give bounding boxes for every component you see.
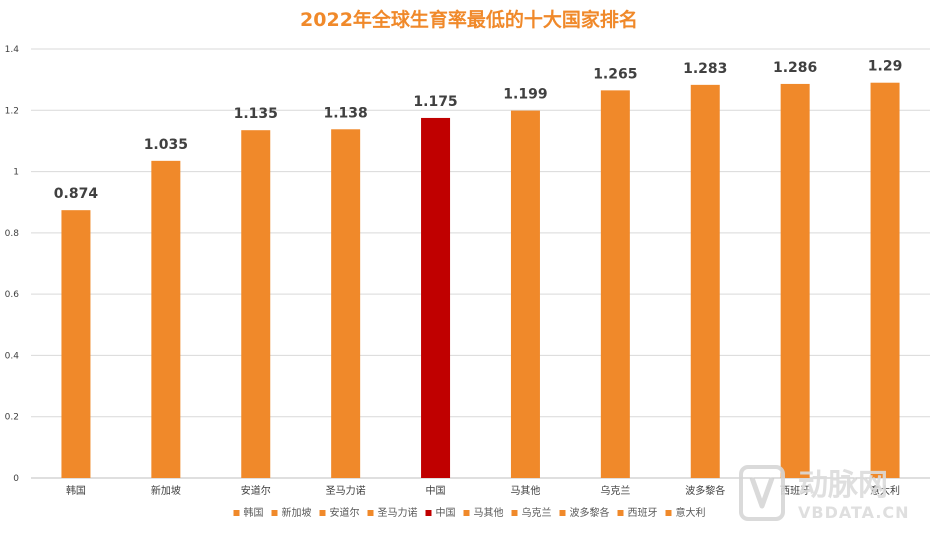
- bar: [331, 129, 361, 478]
- x-tick-label: 圣马力诺: [326, 484, 366, 497]
- x-tick-label: 马其他: [510, 484, 540, 497]
- data-label: 1.265: [593, 66, 637, 82]
- bar: [690, 84, 720, 478]
- legend-label: 西班牙: [628, 507, 658, 519]
- y-tick-label: 0.2: [5, 413, 19, 423]
- bar: [241, 130, 271, 479]
- chart-title: 2022年全球生育率最低的十大国家排名: [300, 8, 638, 31]
- legend-swatch: [425, 510, 432, 516]
- data-label: 1.135: [234, 106, 278, 122]
- x-tick-label: 波多黎各: [685, 484, 725, 497]
- legend-label: 意大利: [676, 506, 706, 519]
- legend-label: 韩国: [244, 506, 264, 519]
- legend-label: 波多黎各: [570, 506, 610, 519]
- bar: [600, 90, 630, 478]
- y-axis-ticks: 0 0.2 0.4 0.6 0.8 1 1.2 1.4: [5, 45, 20, 484]
- bar: [780, 83, 810, 478]
- legend-swatch: [233, 510, 240, 516]
- data-label: 1.035: [144, 137, 188, 153]
- legend-swatch: [665, 510, 672, 516]
- x-tick-label: 意大利: [870, 484, 900, 497]
- x-tick-label: 新加坡: [151, 484, 181, 497]
- x-tick-label: 安道尔: [241, 484, 271, 497]
- y-tick-label: 0.8: [5, 229, 20, 239]
- y-tick-label: 0: [13, 474, 19, 484]
- watermark: 动脉网 VBDATA.CN: [739, 465, 910, 522]
- gridlines: [31, 48, 930, 479]
- watermark-sub-text: VBDATA.CN: [798, 503, 910, 522]
- legend-swatch: [271, 510, 278, 516]
- data-label: 1.286: [773, 60, 817, 76]
- y-tick-label: 0.6: [5, 290, 20, 300]
- x-tick-label: 乌克兰: [600, 484, 630, 497]
- legend-swatch: [319, 510, 326, 516]
- y-tick-label: 1.4: [5, 45, 20, 55]
- legend-label: 马其他: [474, 506, 504, 519]
- legend-swatch: [511, 510, 518, 516]
- legend-swatch: [559, 510, 566, 516]
- x-tick-label: 西班牙: [780, 485, 810, 497]
- legend-label: 中国: [436, 506, 456, 519]
- data-label: 1.29: [868, 59, 903, 75]
- bar: [510, 110, 540, 479]
- bar: [870, 82, 900, 478]
- legend-swatch: [367, 510, 374, 516]
- x-tick-label: 韩国: [66, 484, 86, 497]
- bar: [421, 117, 451, 479]
- legend-label: 圣马力诺: [378, 506, 418, 519]
- x-tick-label: 中国: [426, 484, 446, 497]
- data-label: 1.138: [324, 105, 368, 121]
- data-label: 1.283: [683, 61, 727, 77]
- legend-label: 新加坡: [282, 506, 312, 519]
- legend-label: 乌克兰: [522, 506, 552, 519]
- bar: [151, 160, 181, 478]
- data-label: 0.874: [54, 186, 99, 202]
- legend: 韩国 新加坡 安道尔 圣马力诺 中国 马其他 乌克兰 波多黎各 西班牙 意大利: [233, 506, 706, 519]
- y-tick-label: 1.2: [5, 106, 19, 116]
- legend-label: 安道尔: [330, 506, 360, 519]
- legend-swatch: [617, 510, 624, 516]
- data-labels: 0.874 1.035 1.135 1.138 1.175 1.199 1.265 1.283…: [54, 59, 903, 202]
- watermark-logo-text: 动脉网: [798, 468, 888, 503]
- y-tick-label: 0.4: [5, 351, 20, 361]
- bar: [61, 210, 91, 478]
- data-label: 1.199: [503, 87, 547, 103]
- watermark-logo-icon: [739, 465, 785, 521]
- y-tick-label: 1: [13, 168, 19, 178]
- bars: [61, 82, 900, 479]
- legend-swatch: [463, 510, 470, 516]
- x-axis-ticks: 韩国 新加坡 安道尔 圣马力诺 中国 马其他 乌克兰 波多黎各 西班牙 意大利: [66, 484, 900, 497]
- data-label: 1.175: [413, 94, 457, 110]
